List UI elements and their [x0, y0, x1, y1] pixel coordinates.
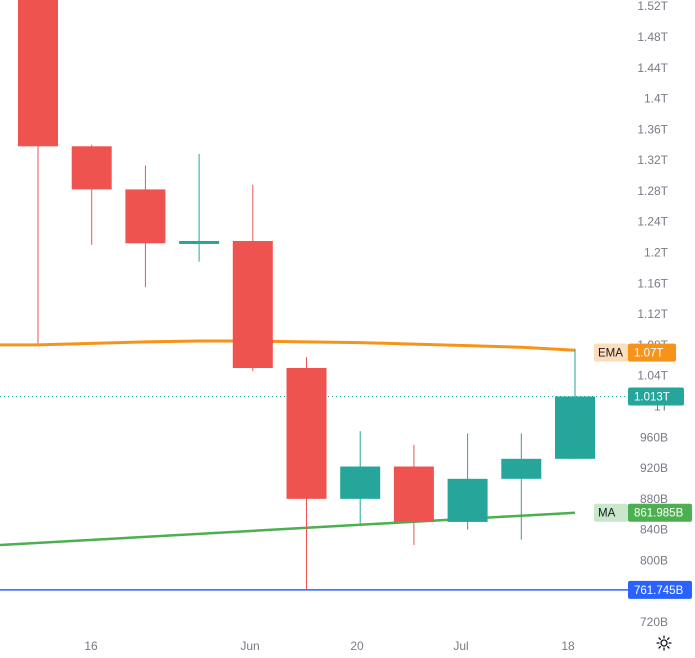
y-tick-label: 1.28T — [637, 184, 668, 198]
gear-icon[interactable] — [656, 635, 672, 651]
y-tick-label: 1.44T — [637, 61, 668, 75]
ma-label-text: MA — [598, 508, 616, 520]
candle-body — [179, 240, 220, 244]
y-tick-label: 840B — [640, 523, 668, 537]
candle-body — [447, 478, 488, 522]
y-tick-label: 1.2T — [644, 246, 669, 260]
ma-value-tag-box — [628, 503, 692, 522]
ema-value-tag-box — [628, 343, 676, 362]
last-price-tag-text: 1.013T — [634, 391, 670, 403]
ema-label-text: EMA — [598, 348, 623, 360]
y-axis-ticks: 1.52T 1.48T 1.44T 1.4T 1.36T 1.32T 1.28T 1.24T 1… — [637, 0, 668, 629]
y-tick-label: 880B — [640, 492, 668, 506]
candle — [501, 433, 542, 540]
candle — [179, 154, 220, 262]
y-tick-label: 720B — [640, 615, 668, 629]
x-tick-label: Jul — [453, 639, 468, 653]
ema-value-tag-text: 1.07T — [634, 348, 663, 360]
x-tick-label: 16 — [84, 639, 98, 653]
y-tick-label: 920B — [640, 461, 668, 475]
ma-value-tag-text: 861.985B — [634, 508, 684, 520]
candle — [393, 444, 434, 546]
ma-label-box — [594, 503, 628, 522]
y-tick-label: 1.24T — [637, 215, 668, 229]
y-tick-label: 1.32T — [637, 153, 668, 167]
y-tick-label: 1.04T — [637, 369, 668, 383]
y-tick-label: 1.48T — [637, 30, 668, 44]
candle-body — [393, 466, 434, 522]
candle-body — [18, 0, 58, 147]
candle — [125, 165, 166, 288]
candle-body — [125, 189, 166, 244]
candle — [18, 0, 58, 344]
ema-line — [0, 339, 576, 352]
candle — [286, 357, 327, 590]
horizontal-line-tag-box — [628, 580, 692, 599]
candle-body — [286, 367, 327, 499]
candle-body — [501, 458, 542, 479]
ma-line — [0, 511, 576, 547]
candle-body — [232, 240, 273, 368]
candle — [232, 184, 273, 372]
candle — [340, 431, 381, 524]
candle-body — [340, 466, 381, 499]
horizontal-line-tag-text: 761.745B — [634, 585, 684, 597]
candle — [71, 144, 112, 245]
y-tick-label: 1.16T — [637, 276, 668, 290]
candle-body — [555, 396, 595, 459]
x-tick-label: Jun — [240, 639, 259, 653]
last-price-tag-box — [628, 387, 684, 406]
candle — [555, 348, 595, 459]
candle — [447, 433, 488, 530]
y-tick-label: 1.36T — [637, 122, 668, 136]
ema-label-box — [594, 343, 628, 362]
y-tick-label: 800B — [640, 553, 668, 567]
x-axis-ticks: 16 Jun 20 Jul 18 — [84, 639, 575, 653]
y-tick-label: 1.52T — [637, 0, 668, 13]
x-tick-label: 20 — [350, 639, 364, 653]
y-tick-label: 960B — [640, 430, 668, 444]
candles — [18, 0, 595, 590]
candle-body — [71, 146, 112, 190]
y-tick-label: 1.12T — [637, 307, 668, 321]
x-tick-label: 18 — [561, 639, 575, 653]
y-tick-label: 1.4T — [644, 92, 669, 106]
price-tags: EMA 1.07T 1.013T MA 861.985B 761.745B — [594, 343, 692, 599]
